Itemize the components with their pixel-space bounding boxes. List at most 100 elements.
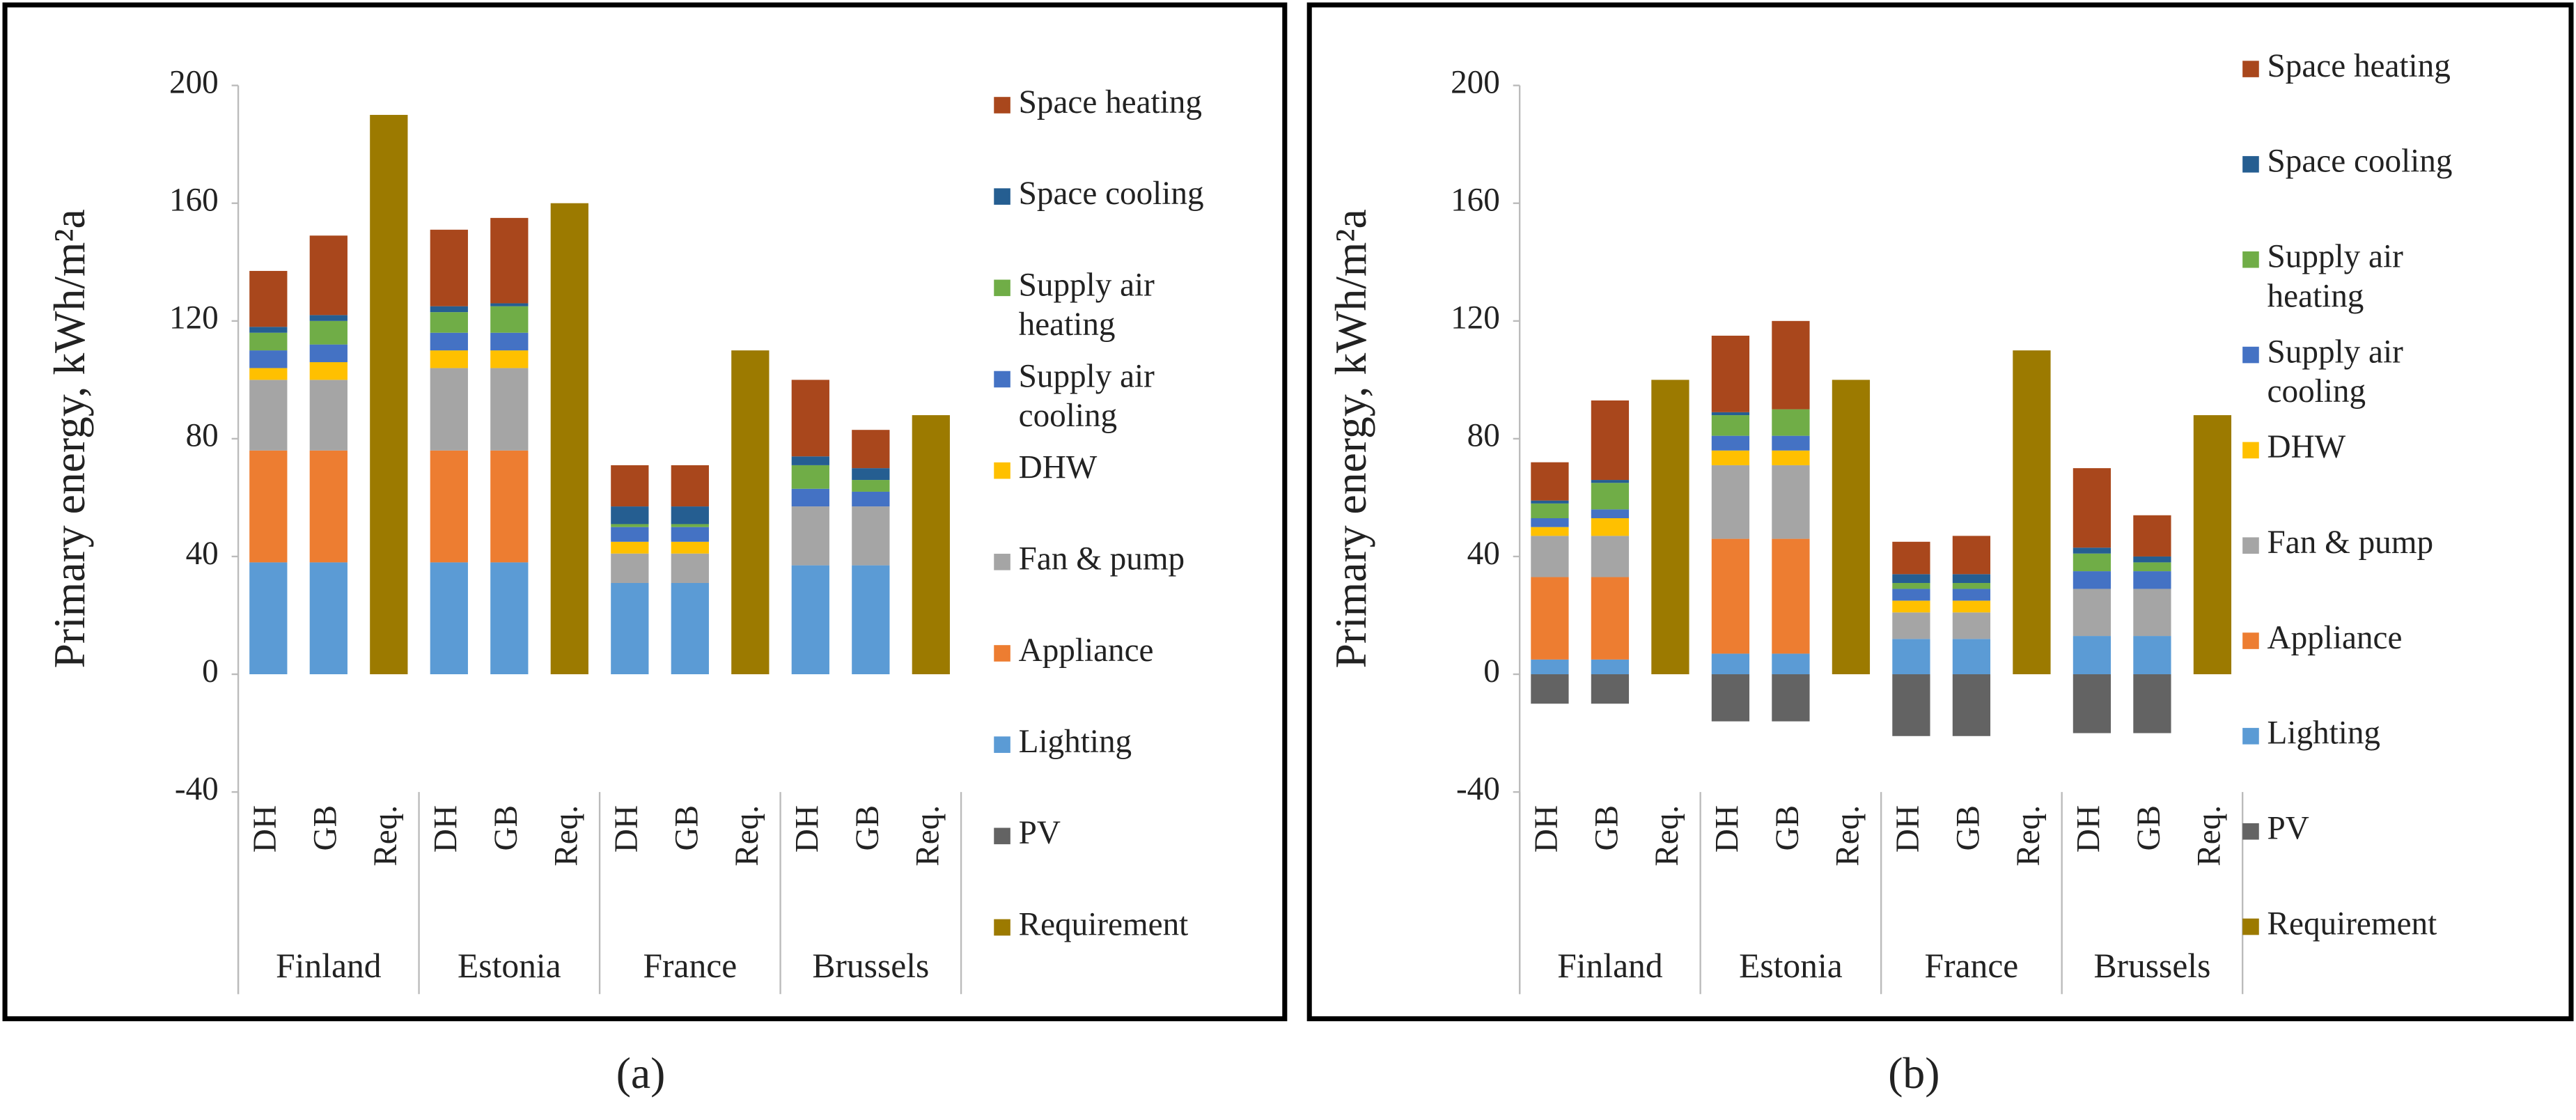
- bar-segment: [490, 217, 529, 304]
- bar-segment: [611, 553, 649, 583]
- bar-segment: [490, 450, 529, 563]
- legend-swatch: [994, 645, 1010, 662]
- bar-segment: [1531, 462, 1569, 501]
- group-label: Estonia: [1739, 947, 1843, 985]
- bar-segment: [309, 380, 348, 451]
- x-tick-label: DH: [609, 805, 645, 853]
- legend-swatch: [2242, 442, 2259, 459]
- bar-segment: [1952, 574, 1991, 583]
- bar-segment: [249, 562, 288, 675]
- bar-segment: [1772, 538, 1810, 654]
- bar-segment: [611, 465, 649, 507]
- bar-segment: [2013, 350, 2051, 675]
- x-tick-label: Req.: [2192, 805, 2228, 866]
- y-tick-label: 160: [169, 182, 219, 219]
- bar-segment: [1711, 465, 1750, 539]
- legend-label: PV: [1019, 815, 1061, 851]
- legend-label: Supply air heating: [1019, 267, 1155, 343]
- x-tick-label: DH: [1529, 805, 1565, 853]
- bar-segment: [2133, 589, 2171, 637]
- bar-segment: [1711, 450, 1750, 465]
- legend-swatch: [994, 188, 1010, 205]
- bar-segment: [852, 468, 890, 481]
- bar-segment: [1892, 674, 1930, 736]
- bar-segment: [2072, 553, 2111, 572]
- legend-label: Appliance: [1019, 632, 1154, 669]
- y-tick-label: 0: [202, 653, 219, 690]
- group-label: France: [643, 947, 737, 985]
- x-tick-label: Req.: [1830, 805, 1866, 866]
- x-tick-label: GB: [1951, 805, 1987, 851]
- y-tick-label: 40: [1467, 536, 1500, 572]
- legend-swatch: [2242, 823, 2259, 840]
- bar-segment: [912, 415, 950, 675]
- bar-segment: [671, 582, 709, 675]
- bar-segment: [2133, 556, 2171, 563]
- bar-segment: [1892, 612, 1930, 639]
- bar-segment: [1892, 582, 1930, 589]
- y-tick-label: 80: [186, 418, 219, 454]
- x-tick-label: GB: [2131, 805, 2167, 851]
- x-tick-label: DH: [428, 805, 465, 853]
- bar-segment: [430, 450, 468, 563]
- bar-segment: [1531, 536, 1569, 577]
- bar-segment: [1591, 577, 1630, 660]
- bar-segment: [1591, 480, 1630, 483]
- legend-label: Space cooling: [2267, 143, 2453, 180]
- figure-content: -40 0 40 80 120 160 200 Primary energy, kWh/m²a…: [2, 2, 2574, 1098]
- legend-label: Space heating: [2267, 48, 2451, 84]
- bar-segment: [731, 350, 770, 675]
- bar-segment: [852, 491, 890, 507]
- bar-segment: [2133, 515, 2171, 557]
- x-tick-label: GB: [1770, 805, 1806, 851]
- bar-segment: [671, 465, 709, 507]
- bar-segment: [430, 306, 468, 313]
- bar-segment: [791, 456, 829, 465]
- bar-segment: [1772, 450, 1810, 465]
- bar-segment: [671, 553, 709, 583]
- bar-segment: [490, 303, 529, 306]
- bar-segment: [671, 524, 709, 527]
- bar-segment: [2072, 674, 2111, 733]
- bar-segment: [490, 306, 529, 333]
- bar-segment: [1952, 600, 1991, 613]
- bar-segment: [1772, 320, 1810, 410]
- bar-segment: [852, 430, 890, 469]
- legend-label: Lighting: [2267, 715, 2380, 752]
- legend-swatch: [994, 827, 1010, 845]
- bar-segment: [1711, 335, 1750, 412]
- bar-segment: [309, 320, 348, 345]
- legend-label: DHW: [2267, 429, 2346, 465]
- bar-segment: [2072, 589, 2111, 637]
- legend-label: Supply air cooling: [1019, 358, 1155, 434]
- chart-panel: -40 0 40 80 120 160 200 Primary energy, kWh/m²a…: [2, 2, 1288, 1098]
- bar-segment: [1772, 435, 1810, 451]
- bar-segment: [1711, 415, 1750, 436]
- legend-label: Appliance: [2267, 620, 2403, 656]
- bar-segment: [1892, 574, 1930, 583]
- bar-segment: [1591, 509, 1630, 519]
- x-tick-label: Req.: [549, 805, 585, 866]
- bar-segment: [611, 527, 649, 542]
- x-tick-label: Req.: [910, 805, 946, 866]
- bar-segment: [2133, 674, 2171, 733]
- bar-segment: [1651, 380, 1689, 675]
- legend-label: DHW: [1019, 449, 1098, 485]
- bar-segment: [550, 203, 588, 675]
- bar-segment: [1892, 600, 1930, 613]
- bar-segment: [611, 524, 649, 527]
- y-tick-label: 0: [1483, 653, 1500, 690]
- legend-swatch: [994, 97, 1010, 114]
- bar-segment: [791, 565, 829, 675]
- bar-segment: [1711, 653, 1750, 675]
- legend-swatch: [2242, 918, 2259, 935]
- y-tick-label: 120: [169, 300, 219, 336]
- bar-segment: [1591, 536, 1630, 577]
- bar-segment: [852, 565, 890, 675]
- bar-segment: [1892, 639, 1930, 675]
- bar-segment: [309, 235, 348, 316]
- x-tick-label: DH: [247, 805, 283, 853]
- bar-segment: [249, 450, 288, 563]
- y-tick-label: 120: [1451, 300, 1500, 336]
